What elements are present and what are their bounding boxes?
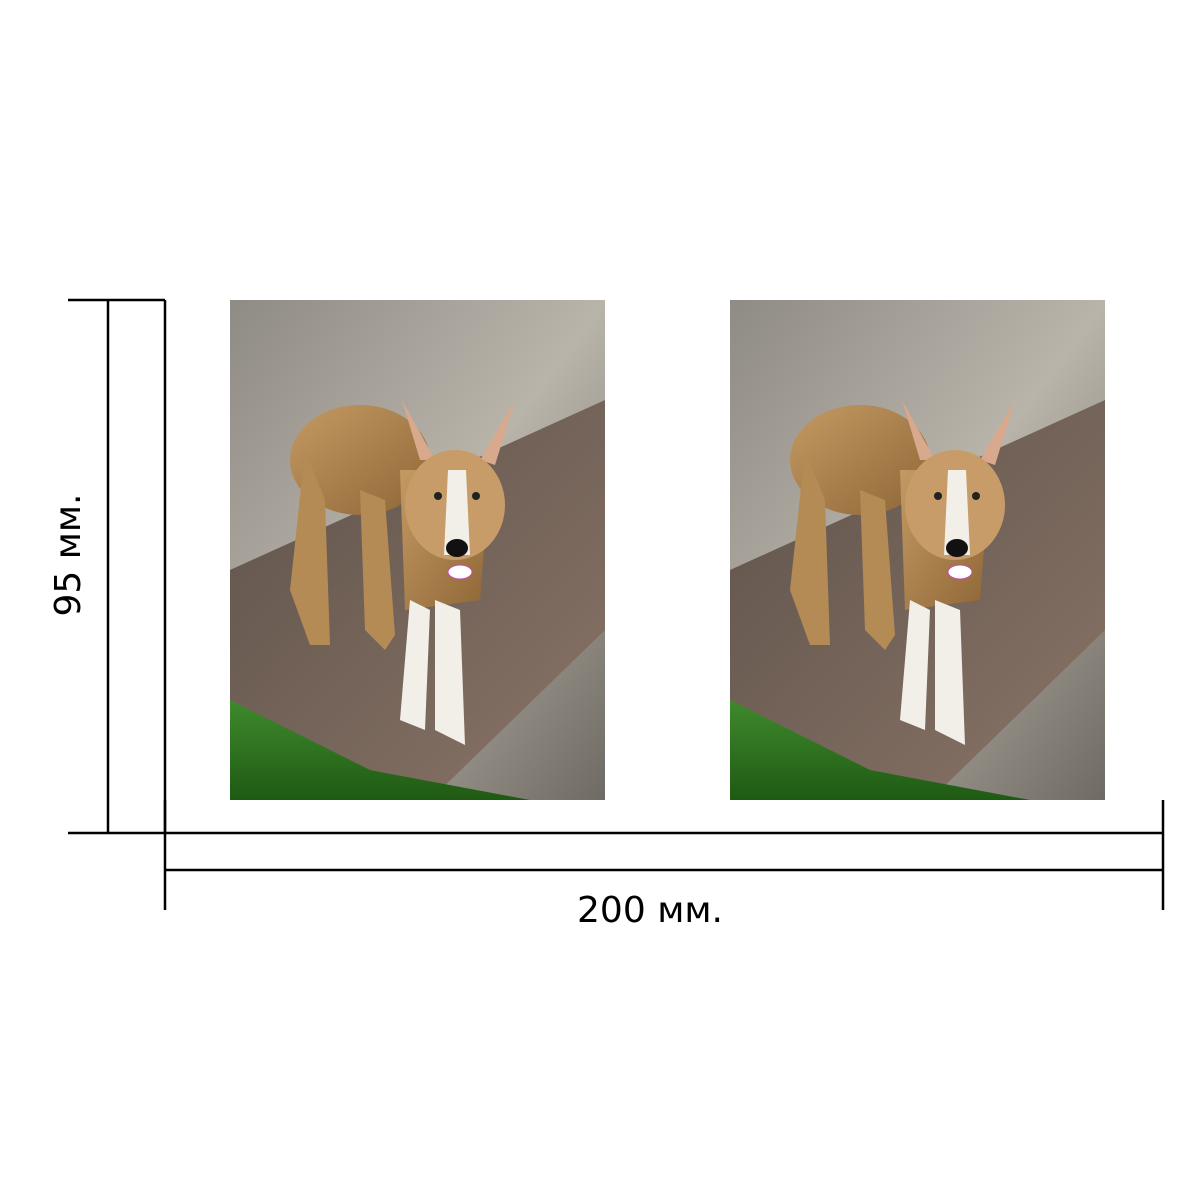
width-dimension	[163, 800, 1165, 910]
product-photo-left	[229, 299, 606, 801]
width-label: 200 мм.	[577, 890, 723, 931]
height-label: 95 мм.	[48, 493, 89, 616]
product-photo-right	[729, 299, 1106, 801]
height-dimension	[68, 298, 167, 835]
